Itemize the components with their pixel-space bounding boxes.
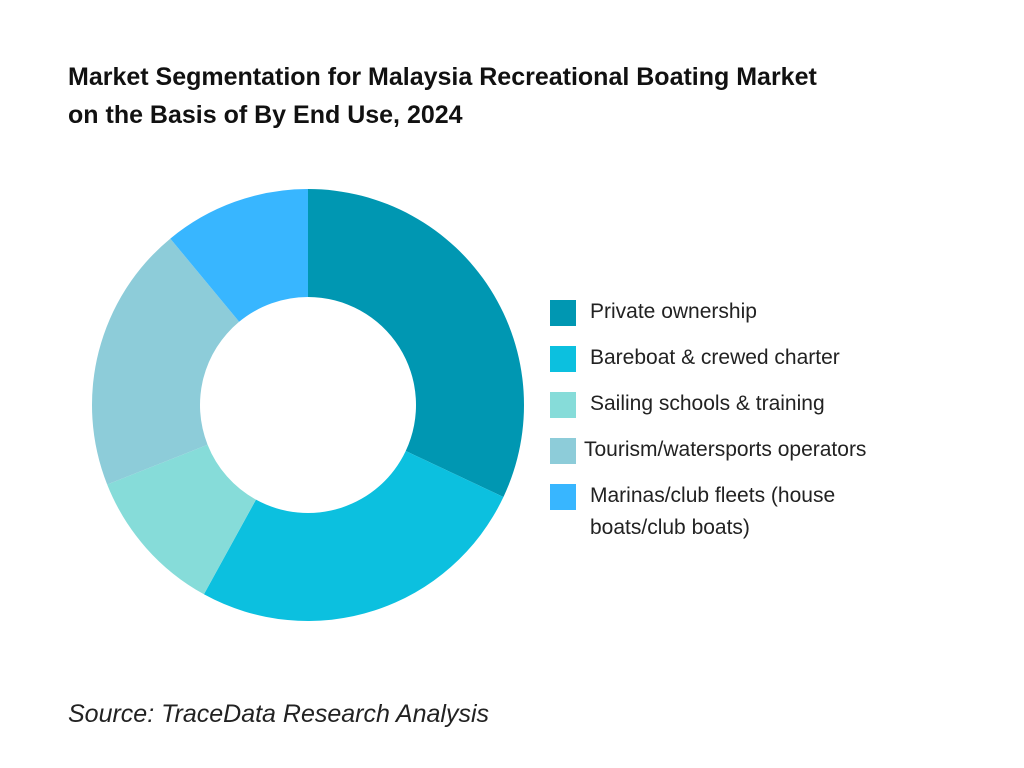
legend-label-3: Sailing schools & training — [590, 392, 825, 415]
chart-title-line-2: on the Basis of By End Use, 2024 — [68, 101, 463, 129]
donut-slice-1 — [308, 189, 524, 497]
donut-slice-3 — [107, 444, 256, 595]
legend-item-3: Sailing schools & training — [550, 388, 970, 420]
legend-swatch-3 — [550, 392, 576, 418]
legend-swatch-5 — [550, 484, 576, 510]
legend-label-2: Bareboat & crewed charter — [590, 346, 840, 369]
donut-slice-4 — [92, 238, 240, 485]
legend-label-4: Tourism/watersports operators — [584, 438, 867, 461]
source-note: Source: TraceData Research Analysis — [68, 700, 490, 728]
legend-item-1: Private ownership — [550, 296, 970, 328]
legend-swatch-1 — [550, 300, 576, 326]
legend-item-5: Marinas/club fleets (house boats/club bo… — [550, 480, 970, 544]
legend-item-2: Bareboat & crewed charter — [550, 342, 970, 374]
legend-label-1: Private ownership — [590, 300, 757, 323]
donut-slice-5 — [170, 189, 308, 322]
chart-legend: Private ownership Bareboat & crewed chart… — [550, 296, 970, 558]
chart-title: Market Segmentation for Malaysia Recreat… — [68, 58, 998, 134]
donut-slice-2 — [203, 450, 504, 621]
chart-title-line-1: Market Segmentation for Malaysia Recreat… — [68, 63, 817, 91]
legend-item-4: Tourism/watersports operators — [550, 434, 970, 466]
legend-swatch-2 — [550, 346, 576, 372]
legend-label-5: Marinas/club fleets (house boats/club bo… — [590, 484, 836, 539]
legend-swatch-4 — [550, 438, 576, 464]
